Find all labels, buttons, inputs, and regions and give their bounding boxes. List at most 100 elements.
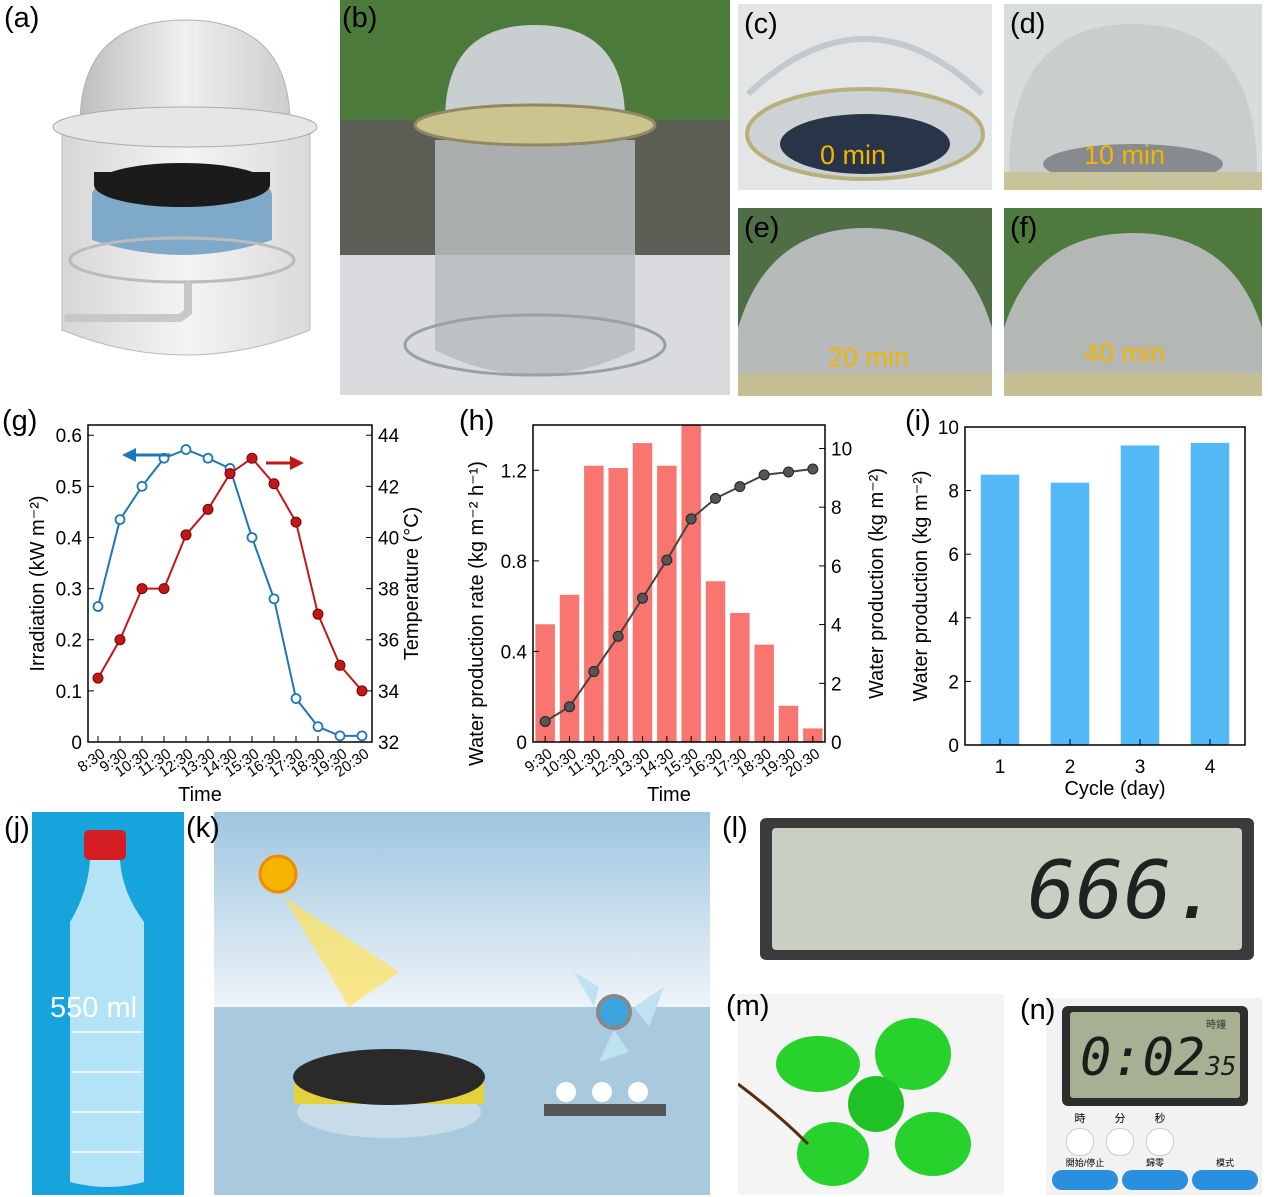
timer-button-mode[interactable]: 模式 [1192, 1156, 1258, 1190]
series-temperature-point [246, 452, 258, 464]
y-tick-label: 4 [948, 609, 959, 630]
solar-still-photo-icon [340, 0, 730, 395]
bar-rate [584, 465, 604, 742]
cumulative-point [539, 715, 551, 727]
series-temperature-point [356, 685, 368, 697]
legend-arrow-left-head [122, 448, 136, 462]
y-left-tick-label: 0.6 [56, 426, 82, 447]
timer-screen [1070, 1012, 1240, 1098]
timer-button-second[interactable]: 秒 [1140, 1110, 1180, 1156]
solar-still-schematic-icon [52, 19, 318, 356]
caption-f: 40 min [1084, 338, 1166, 368]
y-left-axis-label: Irradiation (kW m⁻²) [27, 495, 49, 671]
y-left-tick-label: 0.4 [56, 528, 83, 549]
y-right-tick-label: 32 [378, 733, 399, 754]
panel-d: (d) 10 min [1004, 4, 1262, 190]
series-irradiation-line [97, 448, 362, 737]
panel-l: 666. [760, 818, 1254, 960]
series-irradiation-point [246, 532, 258, 543]
panel-label-h: (h) [459, 405, 495, 437]
series-irradiation-point [180, 444, 192, 455]
sun-icon [258, 854, 298, 894]
bar-rate [632, 443, 653, 742]
panel-label-b: (b) [342, 2, 378, 34]
y-left-tick-label: 0.5 [56, 477, 82, 498]
bar-rate [705, 581, 726, 742]
timer-reading: 0:0235 [1080, 1028, 1237, 1088]
timer-button-hour[interactable]: 時 [1060, 1110, 1100, 1156]
y-left-tick-label: 0.2 [56, 631, 82, 652]
dome-photo-f-icon [1004, 233, 1262, 396]
dome-photo-e-icon [738, 228, 992, 396]
chart-h-svg: 00.40.81.202468109:3010:3011:3012:3013:3… [466, 424, 888, 806]
panel-c: (c) 0 min [738, 4, 992, 190]
legend-arrow-right-head [290, 456, 304, 470]
chart-g: (g) 0 0.1 0.2 0.3 0.4 0.5 0.6 32 34 36 38 40 42 44 8:3… [0, 405, 430, 806]
y-right-tick-label: 34 [378, 682, 400, 703]
bar-rate [535, 624, 555, 742]
series-temperature-point [268, 478, 280, 490]
y-tick-label: 6 [948, 545, 959, 566]
series-temperature-point [312, 608, 324, 620]
cumulative-point [734, 481, 746, 493]
bar-cycle [1120, 445, 1160, 745]
y-right-axis-label: Water production (kg m⁻²) [866, 468, 888, 699]
timer-button-reset[interactable]: 歸零 [1122, 1156, 1188, 1190]
y-left-tick-label: 0 [516, 733, 527, 754]
panel-label-l: (l) [722, 812, 748, 844]
chart-i: (i) 0 2 4 6 8 10 1 2 3 4 Cycle (day) Water producti… [905, 405, 1268, 805]
dome-photo-c-icon [745, 36, 985, 181]
y-right-tick-label: 44 [378, 426, 400, 447]
y-left-tick-label: 0.1 [56, 682, 82, 703]
series-irradiation-point [202, 452, 214, 464]
cumulative-point [710, 492, 721, 504]
y-left-tick-label: 1.2 [501, 461, 527, 482]
cumulative-point [661, 554, 673, 566]
caption-d: 10 min [1084, 140, 1166, 170]
panel-label-f: (f) [1010, 212, 1038, 244]
cumulative-point [783, 466, 794, 478]
y-right-tick-label: 38 [378, 580, 399, 601]
y-left-axis-label: Water production rate (kg m⁻² h⁻¹) [466, 461, 488, 766]
bar-cycle [1050, 482, 1090, 745]
timer-button-minute[interactable]: 分 [1100, 1110, 1140, 1156]
bar-rate [803, 728, 823, 742]
timer-seconds: 35 [1205, 1052, 1237, 1082]
x-axis-label: Time [647, 784, 691, 805]
panel-j: 550 ml [32, 812, 184, 1195]
cumulative-point [588, 666, 600, 678]
series-irradiation-point [334, 730, 346, 742]
bar-rate [559, 594, 580, 742]
green-fan-icon [738, 1018, 971, 1186]
cumulative-point [685, 513, 697, 525]
series-irradiation-point [290, 693, 302, 704]
panel-b: (b) [340, 0, 730, 395]
y-right-tick-label: 6 [831, 557, 842, 578]
cumulative-point [807, 463, 819, 475]
bar-rate [608, 468, 628, 742]
lcd-reading: 666. [1027, 844, 1220, 937]
timer-button-start-stop[interactable]: 開始/停止 [1052, 1156, 1118, 1190]
bar-rate [754, 644, 774, 742]
panel-label-n: (n) [1020, 994, 1056, 1026]
series-irradiation-point [268, 593, 280, 605]
panel-a: (a) [0, 0, 340, 395]
y-right-tick-label: 0 [831, 733, 842, 754]
panel-label-i: (i) [905, 405, 931, 437]
x-tick-label: 3 [1135, 757, 1146, 778]
y-right-tick-label: 10 [831, 439, 852, 460]
timer-button-row-top: 時 分 秒 [1056, 1110, 1256, 1156]
y-right-tick-label: 36 [378, 631, 399, 652]
panel-label-k: (k) [186, 812, 220, 844]
series-irradiation-point [114, 514, 126, 525]
water-bottle-icon [70, 830, 144, 1187]
y-tick-label: 10 [938, 418, 959, 439]
series-irradiation-point [312, 721, 324, 733]
y-tick-label: 8 [948, 482, 959, 503]
caption-c: 0 min [820, 140, 887, 170]
x-tick-label: 4 [1205, 757, 1216, 778]
series-irradiation-point [356, 730, 368, 742]
series-temperature-point [92, 672, 104, 684]
panel-label-j: (j) [4, 812, 30, 844]
